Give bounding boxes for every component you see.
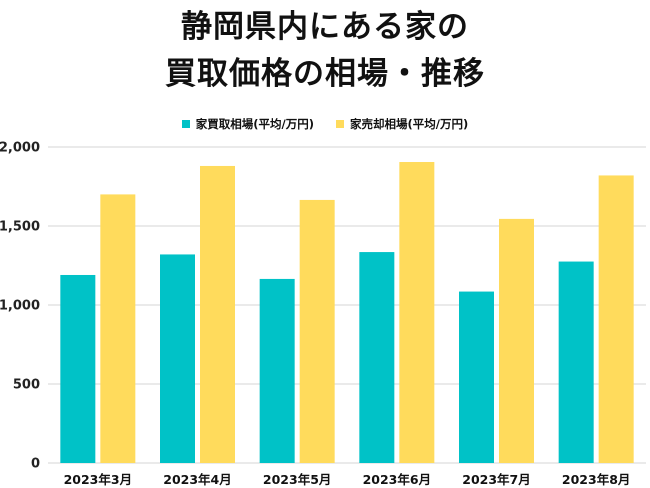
bar-buy — [60, 274, 96, 463]
legend-label-sell: 家売却相場(平均/万円) — [350, 117, 469, 131]
x-tick-label: 2023年5月 — [263, 472, 332, 487]
legend-swatch-sell — [336, 120, 344, 128]
y-tick-label: 2,000 — [0, 141, 40, 156]
y-tick-label: 1,000 — [0, 299, 40, 314]
x-tick-label: 2023年6月 — [363, 472, 432, 487]
bar-buy — [259, 278, 295, 463]
y-tick-label: 0 — [31, 457, 40, 472]
bar-sell — [499, 218, 534, 463]
x-tick-label: 2023年7月 — [462, 472, 531, 487]
title-line-2: 買取価格の相場・推移 — [165, 56, 485, 92]
bar-buy — [558, 261, 594, 463]
chart-title: 静岡県内にある家の 買取価格の相場・推移 — [0, 4, 650, 98]
legend-item-sell: 家売却相場(平均/万円) — [336, 116, 468, 132]
title-line-1: 静岡県内にある家の — [181, 9, 469, 45]
y-tick-label: 1,500 — [0, 220, 40, 235]
x-tick-label: 2023年8月 — [562, 472, 631, 487]
bar-buy — [359, 252, 395, 463]
bar-sell — [299, 199, 335, 463]
bar-sell — [598, 175, 634, 463]
bar-sell — [200, 165, 235, 463]
legend-label-buy: 家買取相場(平均/万円) — [195, 117, 314, 131]
legend-item-buy: 家買取相場(平均/万円) — [181, 116, 314, 132]
bar-buy — [459, 291, 494, 463]
legend: 家買取相場(平均/万円) 家売却相場(平均/万円) — [0, 116, 650, 132]
x-tick-label: 2023年4月 — [163, 472, 232, 487]
bar-sell — [399, 162, 435, 463]
x-tick-label: 2023年3月 — [64, 472, 133, 487]
legend-swatch-buy — [181, 120, 190, 128]
y-tick-label: 500 — [13, 378, 40, 393]
bar-sell — [100, 194, 136, 463]
bar-buy — [160, 254, 195, 463]
